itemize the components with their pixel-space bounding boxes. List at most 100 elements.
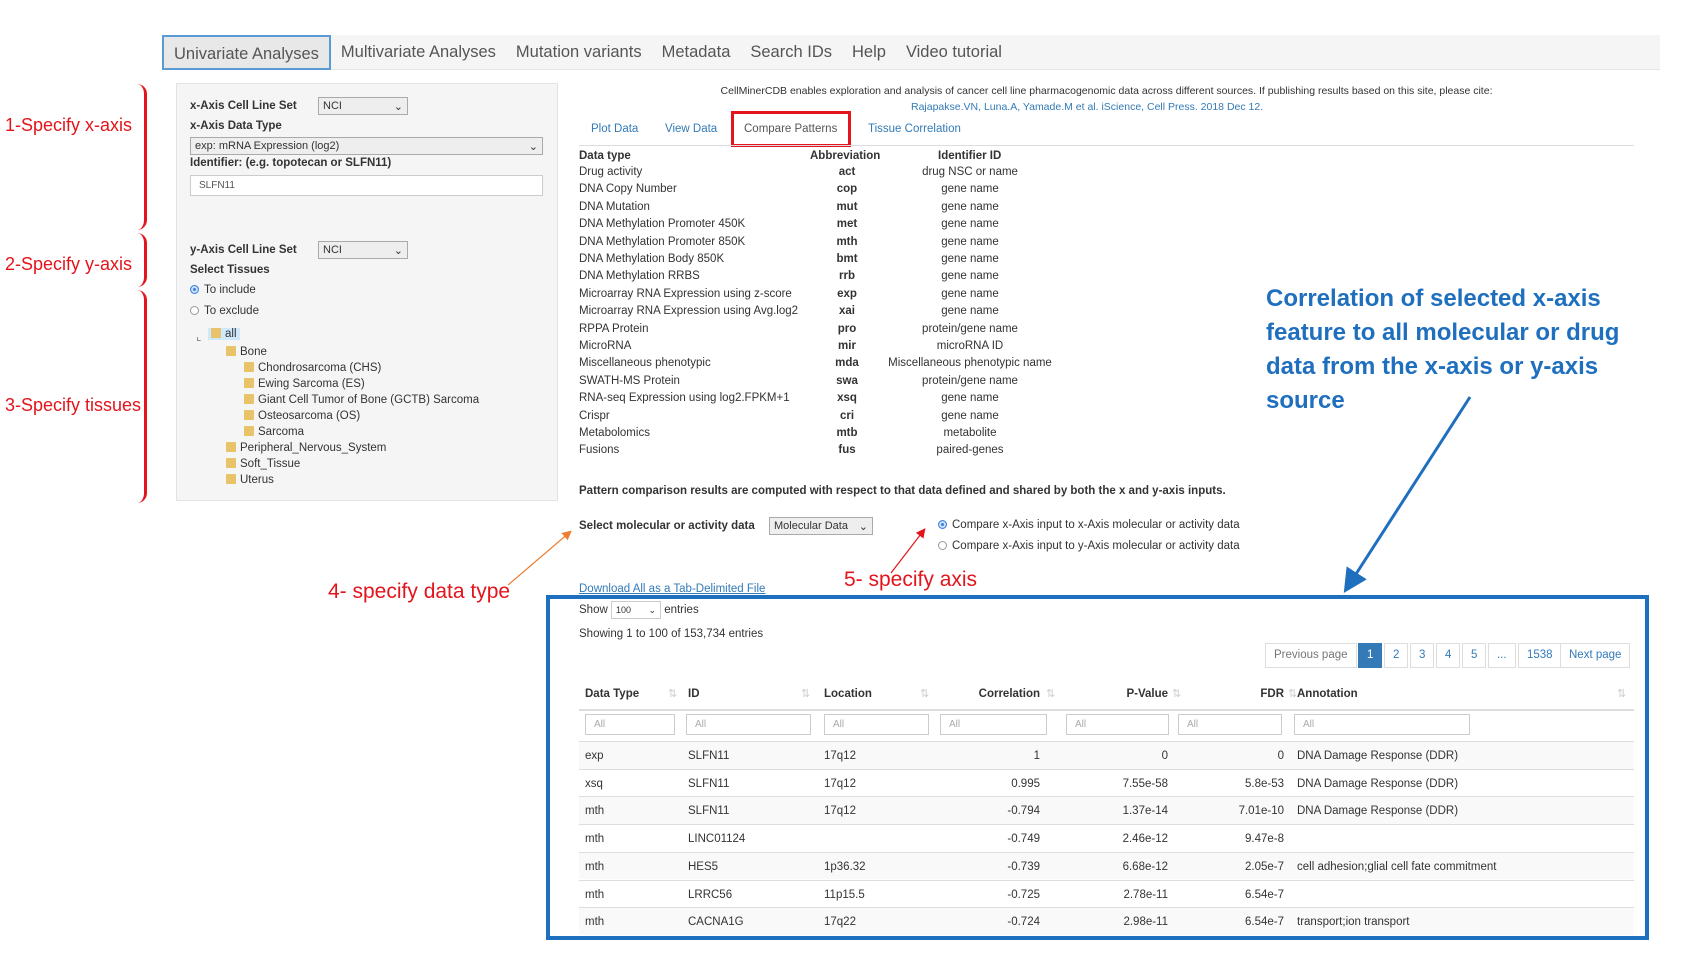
page-button[interactable]: 1538 (1518, 643, 1562, 668)
x-data-type-select[interactable]: exp: mRNA Expression (log2) ⌄ (190, 137, 543, 155)
download-link[interactable]: Download All as a Tab-Delimited File (579, 583, 766, 595)
column-header[interactable]: P-Value (1126, 688, 1168, 700)
column-filter-input[interactable]: All (1178, 714, 1282, 735)
identifier-input[interactable]: SLFN11 (190, 175, 543, 196)
table-cell: 0 (1277, 750, 1284, 762)
nav-tab[interactable]: Mutation variants (515, 42, 642, 61)
tree-node[interactable]: Giant Cell Tumor of Bone (GCTB) Sarcoma (244, 394, 479, 406)
sort-icon[interactable]: ⇅ (1046, 688, 1056, 700)
page-button[interactable]: 1 (1358, 643, 1383, 668)
tree-node[interactable]: Uterus (226, 474, 274, 486)
to-exclude-radio[interactable]: To exclude (190, 305, 259, 317)
tab-plot-data[interactable]: Plot Data (591, 123, 639, 135)
datatype-abbreviation: cop (836, 183, 858, 196)
datatype-name: RNA-seq Expression using log2.FPKM+1 (579, 392, 790, 405)
column-header[interactable]: Data Type (585, 688, 640, 700)
tree-node[interactable]: Peripheral_Nervous_System (226, 442, 386, 454)
tree-node[interactable]: Soft_Tissue (226, 458, 300, 470)
table-cell: 7.01e-10 (1238, 805, 1284, 818)
tab-divider (579, 145, 1634, 146)
folder-icon (226, 474, 236, 484)
table-cell: LRRC56 (688, 888, 733, 901)
page-button[interactable]: 4 (1436, 643, 1461, 668)
table-row: mth LINC01124 -0.749 2.46e-12 9.47e-8 (579, 824, 1634, 852)
table-cell: mth (585, 916, 605, 929)
tab-view-data[interactable]: View Data (665, 123, 718, 135)
page-button[interactable]: 5 (1462, 643, 1487, 668)
column-filter-input[interactable]: All (1294, 714, 1470, 735)
x-cell-line-select[interactable]: NCI ⌄ (318, 97, 408, 115)
tree-expander-icon[interactable]: ⌞ (196, 331, 202, 343)
to-include-radio[interactable]: To include (190, 284, 256, 296)
datatype-abbreviation: mth (836, 235, 858, 248)
column-header[interactable]: Location (824, 688, 872, 700)
column-filter-input[interactable]: All (585, 714, 675, 735)
next-page-button[interactable]: Next page (1560, 643, 1631, 668)
datatype-identifier: drug NSC or name (922, 166, 1018, 178)
tree-node[interactable]: Chondrosarcoma (CHS) (244, 362, 381, 374)
table-cell: CACNA1G (688, 916, 744, 929)
datatype-identifier: protein/gene name (922, 374, 1018, 387)
table-cell: 2.05e-7 (1244, 860, 1284, 873)
folder-icon (244, 378, 254, 388)
datatype-name: Drug activity (579, 166, 643, 178)
tree-node[interactable]: Ewing Sarcoma (ES) (244, 378, 365, 390)
nav-tab[interactable]: Multivariate Analyses (340, 42, 496, 61)
table-row: mth LRRC56 11p15.5 -0.725 2.78e-11 6.54e-7 (579, 879, 1634, 908)
tab-tissue-correlation[interactable]: Tissue Correlation (868, 123, 961, 135)
tab-compare-patterns[interactable]: Compare Patterns (744, 123, 838, 135)
sort-icon[interactable]: ⇅ (920, 688, 930, 700)
table-cell: 7.55e-58 (1122, 777, 1168, 790)
nav-tab[interactable]: Univariate Analyses (162, 34, 331, 70)
datatype-name: Microarray RNA Expression using z-score (579, 287, 792, 300)
tree-node-all[interactable]: all (208, 328, 240, 340)
page-button[interactable]: 3 (1410, 643, 1435, 668)
datatype-abbreviation: mut (836, 200, 858, 213)
compare-y-radio[interactable]: Compare x-Axis input to y-Axis molecular… (938, 540, 1240, 552)
column-header[interactable]: ID (688, 688, 700, 700)
annotation-y-axis: 2-Specify y-axis (5, 254, 133, 274)
column-filter-input[interactable]: All (824, 714, 929, 735)
sort-icon[interactable]: ⇅ (668, 688, 678, 700)
column-filter-input[interactable]: All (686, 714, 811, 735)
column-filter-input[interactable]: All (940, 714, 1047, 735)
nav-tab[interactable]: Help (852, 42, 886, 61)
column-header[interactable]: Correlation (978, 688, 1040, 700)
datatype-name: DNA Methylation Body 850K (579, 253, 725, 265)
show-label: Show (579, 604, 608, 616)
compare-x-radio[interactable]: Compare x-Axis input to x-Axis molecular… (938, 519, 1240, 531)
sort-icon[interactable]: ⇅ (1172, 688, 1182, 700)
datatype-header: Abbreviation (810, 150, 881, 162)
table-cell: -0.724 (1007, 916, 1040, 929)
tree-node-bone[interactable]: Bone (226, 346, 267, 358)
nav-tab[interactable]: Metadata (661, 42, 731, 61)
tree-node[interactable]: Sarcoma (244, 426, 304, 438)
citation-link[interactable]: Rajapakse.VN, Luna.A, Yamade.M et al. iS… (911, 101, 1264, 113)
select-data-dropdown[interactable]: Molecular Data ⌄ (769, 517, 873, 535)
datatype-identifier: gene name (941, 200, 999, 213)
page-button[interactable]: 2 (1384, 643, 1409, 668)
table-cell: HES5 (688, 860, 719, 873)
datatype-abbreviation: bmt (836, 253, 858, 265)
node-label: Giant Cell Tumor of Bone (GCTB) Sarcoma (258, 394, 480, 406)
sort-icon[interactable]: ⇅ (801, 688, 811, 700)
column-header[interactable]: Annotation (1297, 688, 1358, 700)
column-filter-input[interactable]: All (1066, 714, 1169, 735)
previous-page-button[interactable]: Previous page (1265, 643, 1357, 668)
nav-tab[interactable]: Search IDs (750, 42, 832, 61)
radio-label: Compare x-Axis input to y-Axis molecular… (952, 540, 1240, 552)
datatype-identifier: protein/gene name (922, 322, 1018, 335)
datatype-name: Miscellaneous phenotypic (579, 357, 711, 370)
nav-tab[interactable]: Video tutorial (905, 42, 1002, 61)
y-cell-line-select[interactable]: NCI ⌄ (318, 241, 408, 259)
x-data-type-label: x-Axis Data Type (190, 120, 282, 132)
page-button[interactable]: ... (1488, 643, 1516, 668)
sort-icon[interactable]: ⇅ (1617, 688, 1627, 700)
sort-icon[interactable]: ⇅ (1288, 688, 1298, 700)
tree-node[interactable]: Osteosarcoma (OS) (244, 410, 360, 422)
table-cell: DNA Damage Response (DDR) (1297, 750, 1459, 762)
column-header[interactable]: FDR (1260, 688, 1284, 700)
table-cell: exp (585, 750, 604, 762)
page-length-select[interactable]: 100 ⌄ (610, 601, 661, 619)
